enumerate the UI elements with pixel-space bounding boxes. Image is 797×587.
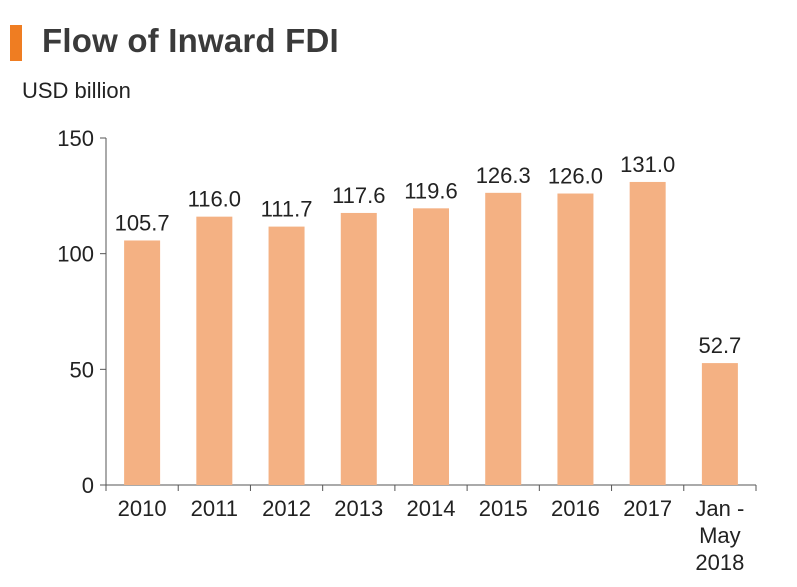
- x-category-label-line: 2014: [407, 496, 456, 521]
- x-category-label-line: 2013: [334, 496, 383, 521]
- bar: [629, 181, 666, 485]
- x-category-label-line: 2016: [551, 496, 600, 521]
- bar-value-label: 131.0: [620, 152, 675, 177]
- bar-value-label: 116.0: [188, 187, 241, 212]
- x-category-label-line: 2018: [695, 550, 744, 575]
- y-tick-label: 50: [70, 357, 94, 382]
- title-accent-bar: [10, 25, 22, 61]
- x-category-label: 2010: [118, 496, 167, 521]
- y-tick-label: 0: [82, 473, 94, 498]
- x-category-label-line: 2012: [262, 496, 311, 521]
- x-category-label-line: 2010: [118, 496, 167, 521]
- bar-value-label: 111.7: [261, 197, 313, 222]
- y-axis-unit-label: USD billion: [22, 78, 131, 103]
- bar: [557, 193, 594, 485]
- x-category-label-line: 2017: [623, 496, 672, 521]
- bar: [701, 363, 738, 485]
- bar: [268, 226, 305, 486]
- y-tick-label: 150: [57, 126, 94, 151]
- x-category-label: 2011: [191, 496, 238, 521]
- x-category-label: Jan -May 2018: [695, 496, 744, 575]
- x-category-label-line: 2011: [191, 496, 238, 521]
- y-tick-label: 100: [57, 242, 94, 267]
- x-category-label-line: 2015: [479, 496, 528, 521]
- bar: [485, 192, 522, 486]
- bar: [413, 208, 449, 486]
- chart-title: Flow of Inward FDI: [42, 22, 339, 59]
- x-category-label: 2014: [407, 496, 456, 521]
- x-category-label: 2015: [479, 496, 528, 521]
- bar: [340, 212, 377, 485]
- bar-value-label: 117.6: [332, 183, 385, 208]
- bar: [196, 216, 233, 486]
- x-category-label: 2012: [262, 496, 311, 521]
- bar-value-label: 126.3: [476, 163, 531, 188]
- x-category-label: 2017: [623, 496, 672, 521]
- bar-value-label: 126.0: [548, 164, 603, 189]
- bar-value-label: 105.7: [115, 210, 170, 235]
- x-category-label-line: Jan -: [695, 496, 744, 521]
- x-category-label-line: May: [699, 523, 741, 548]
- x-category-label: 2013: [334, 496, 383, 521]
- bar: [124, 240, 161, 485]
- x-category-label: 2016: [551, 496, 600, 521]
- bar-value-label: 119.6: [404, 178, 457, 203]
- bar-value-label: 52.7: [698, 333, 741, 358]
